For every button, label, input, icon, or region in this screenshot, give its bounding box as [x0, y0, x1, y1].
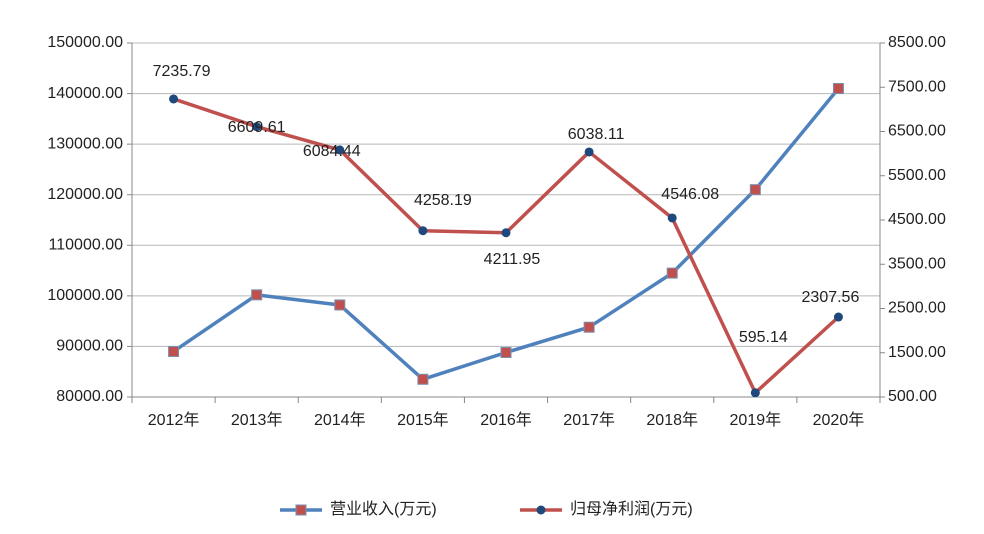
data-label: 6084.44: [303, 143, 361, 160]
x-tick-label: 2015年: [397, 411, 449, 429]
marker: [749, 184, 761, 196]
y-tick-label: 100000.00: [47, 287, 123, 304]
data-label: 4211.95: [484, 251, 541, 268]
x-tick-label: 2012年: [148, 411, 200, 429]
data-label: 6038.11: [568, 126, 625, 143]
x-tick-label: 2013年: [231, 411, 283, 429]
x-tick-label: 2017年: [563, 411, 615, 429]
y2-tick-label: 8500.00: [888, 34, 946, 51]
y2-tick-label: 3500.00: [888, 255, 946, 272]
legend-marker: [295, 504, 307, 516]
legend-label: 营业收入(万元): [330, 500, 437, 518]
y-tick-label: 150000.00: [47, 34, 123, 51]
y2-tick-label: 4500.00: [888, 211, 946, 228]
y-tick-label: 80000.00: [56, 388, 123, 405]
x-tick-label: 2016年: [480, 411, 532, 429]
legend-label: 归母净利润(万元): [570, 500, 693, 518]
y-tick-label: 130000.00: [47, 135, 123, 152]
x-tick-label: 2014年: [314, 411, 366, 429]
legend-marker: [536, 505, 546, 515]
y2-tick-label: 1500.00: [888, 344, 946, 361]
y-tick-label: 120000.00: [47, 186, 123, 203]
y-tick-label: 140000.00: [47, 85, 123, 102]
y2-tick-label: 2500.00: [888, 300, 946, 317]
x-tick-label: 2020年: [813, 411, 865, 429]
marker: [750, 388, 760, 398]
marker: [417, 373, 429, 385]
y-tick-label: 110000.00: [49, 237, 124, 254]
data-label: 595.14: [739, 329, 788, 346]
data-label: 6609.61: [228, 119, 286, 136]
marker: [583, 321, 595, 333]
y2-tick-label: 500.00: [888, 388, 937, 405]
marker: [252, 122, 262, 132]
marker: [168, 345, 180, 357]
marker: [501, 228, 511, 238]
marker: [251, 289, 263, 301]
marker: [832, 83, 844, 95]
data-label: 4546.08: [661, 186, 719, 203]
marker: [667, 213, 677, 223]
marker: [584, 147, 594, 157]
y2-tick-label: 5500.00: [888, 167, 946, 184]
marker: [335, 145, 345, 155]
marker: [666, 267, 678, 279]
marker: [500, 346, 512, 358]
marker: [334, 299, 346, 311]
y2-tick-label: 7500.00: [888, 78, 946, 95]
y-tick-label: 90000.00: [56, 338, 123, 355]
marker: [169, 94, 179, 104]
y2-tick-label: 6500.00: [888, 123, 946, 140]
data-label: 2307.56: [802, 289, 860, 306]
marker: [418, 226, 428, 236]
marker: [833, 312, 843, 322]
x-tick-label: 2019年: [730, 411, 782, 429]
data-label: 7235.79: [153, 63, 211, 80]
x-tick-label: 2018年: [646, 411, 698, 429]
data-label: 4258.19: [414, 192, 472, 209]
